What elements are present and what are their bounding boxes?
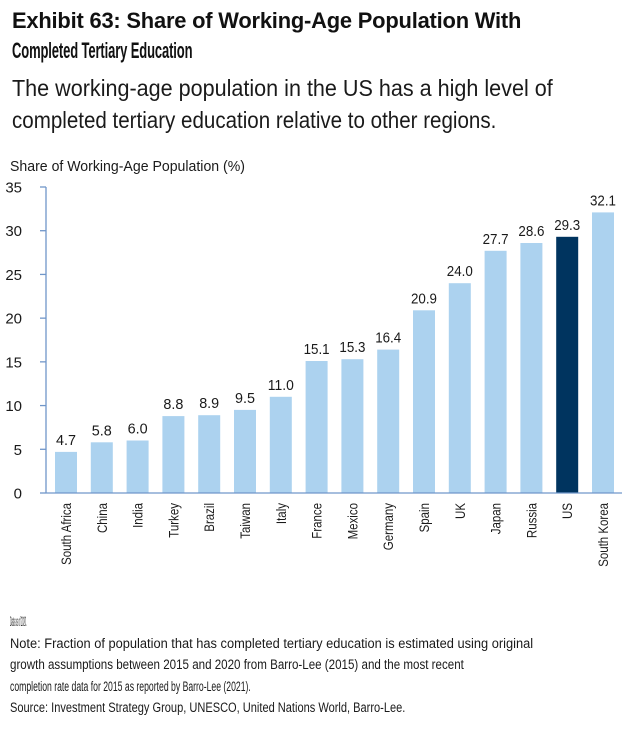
y-tick-label: 25	[5, 267, 22, 284]
value-label: 8.8	[163, 397, 183, 413]
bar-italy	[269, 396, 292, 493]
value-label: 8.9	[199, 396, 219, 412]
y-tick-label: 20	[5, 311, 22, 328]
y-axis: 0 5 10 15 20 25 30 35	[5, 180, 47, 503]
y-tick-label: 15	[5, 354, 22, 371]
y-tick-label: 30	[5, 223, 22, 240]
category-label: Russia	[523, 503, 539, 538]
bar-russia	[520, 243, 543, 493]
category-labels: South Africa China India Turkey Brazil Taiwan…	[58, 502, 611, 566]
category-label: India	[130, 503, 146, 528]
category-label: Turkey	[165, 503, 181, 538]
category-label: Brazil	[201, 503, 217, 532]
bar-us	[556, 236, 579, 494]
category-label: Italy	[273, 503, 289, 524]
category-label: France	[309, 503, 325, 539]
value-labels: 4.7 5.8 6.0 8.8 8.9 9.5 11.0 15.1 15.3 16.4 20.9 24…	[56, 193, 616, 449]
note-data-date: Data as of 2020.	[10, 614, 27, 629]
value-label: 4.7	[56, 433, 76, 449]
bar-spain	[413, 310, 435, 493]
bar-turkey	[162, 416, 185, 493]
value-label: 32.1	[590, 193, 616, 209]
value-label: 16.4	[375, 331, 401, 347]
bar-south-korea	[592, 212, 614, 493]
category-label: South Korea	[595, 503, 611, 567]
category-label: China	[94, 503, 110, 533]
note-methodology-3: completion rate data for 2015 as reporte…	[10, 678, 251, 694]
category-label: Japan	[488, 503, 504, 534]
value-label: 20.9	[411, 291, 437, 307]
category-label: Mexico	[344, 503, 360, 540]
value-label: 15.1	[304, 342, 330, 358]
y-tick-label: 35	[5, 180, 22, 197]
bar-chart: Share of Working-Age Population (%) 0 5 10…	[5, 159, 622, 567]
bar-germany	[377, 349, 400, 493]
value-label: 9.5	[235, 391, 255, 407]
title-line-1: Exhibit 63: Share of Working-Age Populat…	[12, 8, 522, 33]
title-line-2: Completed Tertiary Education	[12, 38, 193, 63]
y-tick-label: 0	[14, 486, 22, 503]
chart-notes: Data as of 2020. Note: Fraction of popul…	[10, 611, 622, 719]
bar-japan	[484, 250, 507, 493]
value-label: 6.0	[128, 422, 148, 438]
note-source: Source: Investment Strategy Group, UNESC…	[10, 700, 406, 715]
y-tick-label: 5	[14, 442, 22, 459]
bar-mexico	[341, 359, 364, 493]
exhibit-subtitle: The working-age population in the US has…	[12, 72, 622, 136]
bar-brazil	[198, 415, 221, 493]
bar-taiwan	[234, 409, 256, 493]
bar-china	[90, 442, 113, 493]
value-label: 28.6	[518, 224, 544, 240]
category-label: US	[559, 503, 575, 519]
bar-france	[305, 361, 328, 493]
value-label: 24.0	[447, 264, 473, 280]
bar-uk	[448, 283, 471, 493]
value-label: 29.3	[554, 218, 580, 234]
bar-india	[126, 440, 149, 493]
category-label: Spain	[416, 503, 432, 532]
category-label: UK	[452, 502, 468, 519]
value-label: 27.7	[483, 232, 509, 248]
subtitle-line-1: The working-age population in the US has…	[12, 75, 553, 101]
y-axis-label: Share of Working-Age Population (%)	[10, 159, 245, 175]
subtitle-line-2: completed tertiary education relative to…	[12, 107, 497, 133]
bar-south-africa	[55, 451, 77, 493]
value-label: 15.3	[339, 340, 365, 356]
note-methodology-2: growth assumptions between 2015 and 2020…	[10, 657, 464, 672]
value-label: 11.0	[268, 378, 294, 394]
exhibit-title: Exhibit 63: Share of Working-Age Populat…	[12, 6, 622, 66]
y-tick-label: 10	[5, 398, 22, 415]
bars	[55, 212, 614, 494]
category-label: South Africa	[58, 503, 74, 565]
value-label: 5.8	[92, 423, 112, 439]
note-methodology-1: Note: Fraction of population that has co…	[10, 635, 534, 651]
category-label: Germany	[380, 503, 396, 550]
category-label: Taiwan	[237, 503, 253, 539]
